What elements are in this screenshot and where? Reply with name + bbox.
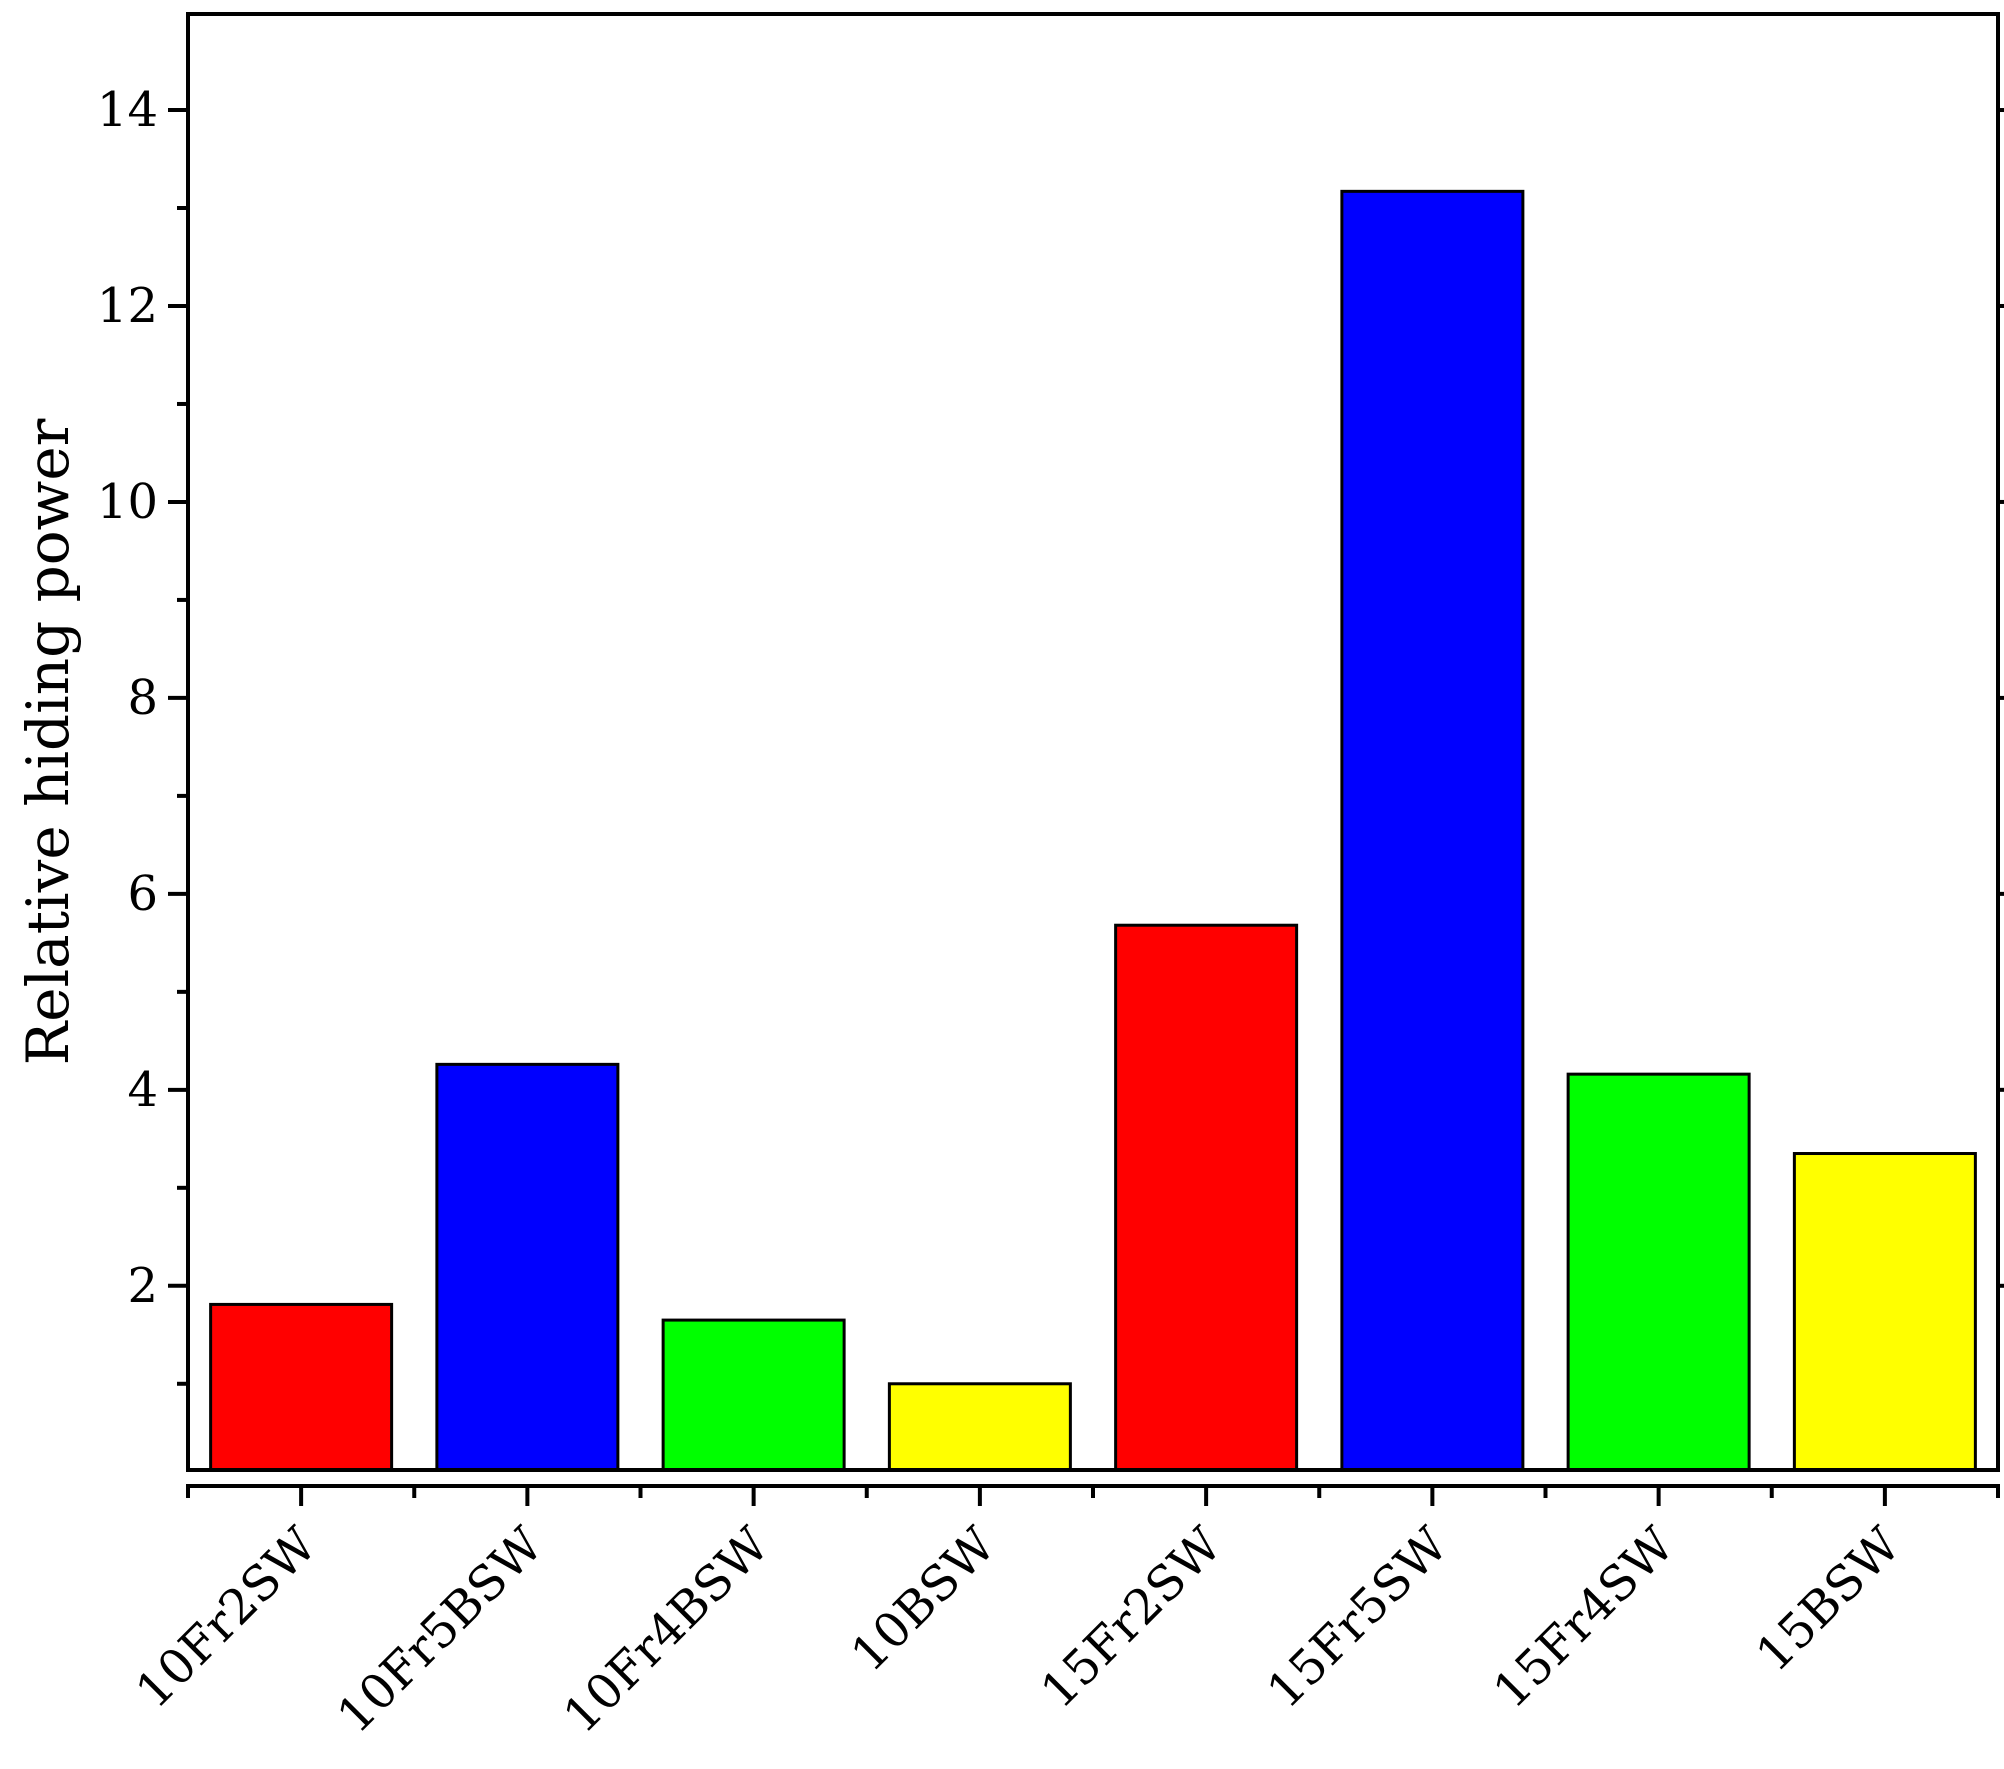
- bar-15BSW: [1792, 1152, 1977, 1472]
- y-tick-label-6: 6: [127, 866, 158, 922]
- x-tick-label-10BSW: 10BSW: [840, 1516, 1006, 1682]
- bar-15Fr5SW: [1340, 189, 1525, 1472]
- x-tick-label-10Fr4BSW: 10Fr4BSW: [553, 1516, 781, 1744]
- x-axis-ticks: 10Fr2SW 10Fr5BSW 10Fr4BSW 10BSW 15Fr2SW 15Fr5…: [125, 1486, 2000, 1744]
- x-tick-label-15BSW: 15BSW: [1745, 1516, 1911, 1682]
- bar-10Fr2SW: [209, 1302, 394, 1472]
- bar-10BSW: [887, 1382, 1072, 1472]
- bar-15Fr4SW: [1566, 1072, 1751, 1472]
- bar-15Fr2SW: [1114, 923, 1299, 1472]
- y-tick-label-10: 10: [97, 474, 158, 530]
- x-tick-label-15Fr5SW: 15Fr5SW: [1257, 1516, 1460, 1719]
- x-tick-label-15Fr2SW: 15Fr2SW: [1030, 1516, 1233, 1719]
- y-axis-title: Relative hiding power: [14, 418, 82, 1065]
- y-axis-ticks: 2 4 6 8 10 12 14: [97, 82, 2004, 1386]
- y-tick-label-12: 12: [97, 278, 158, 334]
- y-tick-label-4: 4: [127, 1062, 158, 1118]
- y-tick-label-14: 14: [97, 82, 158, 138]
- y-tick-label-8: 8: [127, 670, 158, 726]
- y-tick-label-2: 2: [127, 1258, 158, 1314]
- x-tick-label-15Fr4SW: 15Fr4SW: [1483, 1516, 1686, 1719]
- bar-10Fr5BSW: [435, 1062, 620, 1472]
- x-tick-label-10Fr5BSW: 10Fr5BSW: [327, 1516, 555, 1744]
- bars-layer: [209, 189, 1977, 1472]
- plot-frame: [186, 12, 2000, 1472]
- x-tick-label-10Fr2SW: 10Fr2SW: [125, 1516, 328, 1719]
- bar-10Fr4BSW: [661, 1318, 846, 1472]
